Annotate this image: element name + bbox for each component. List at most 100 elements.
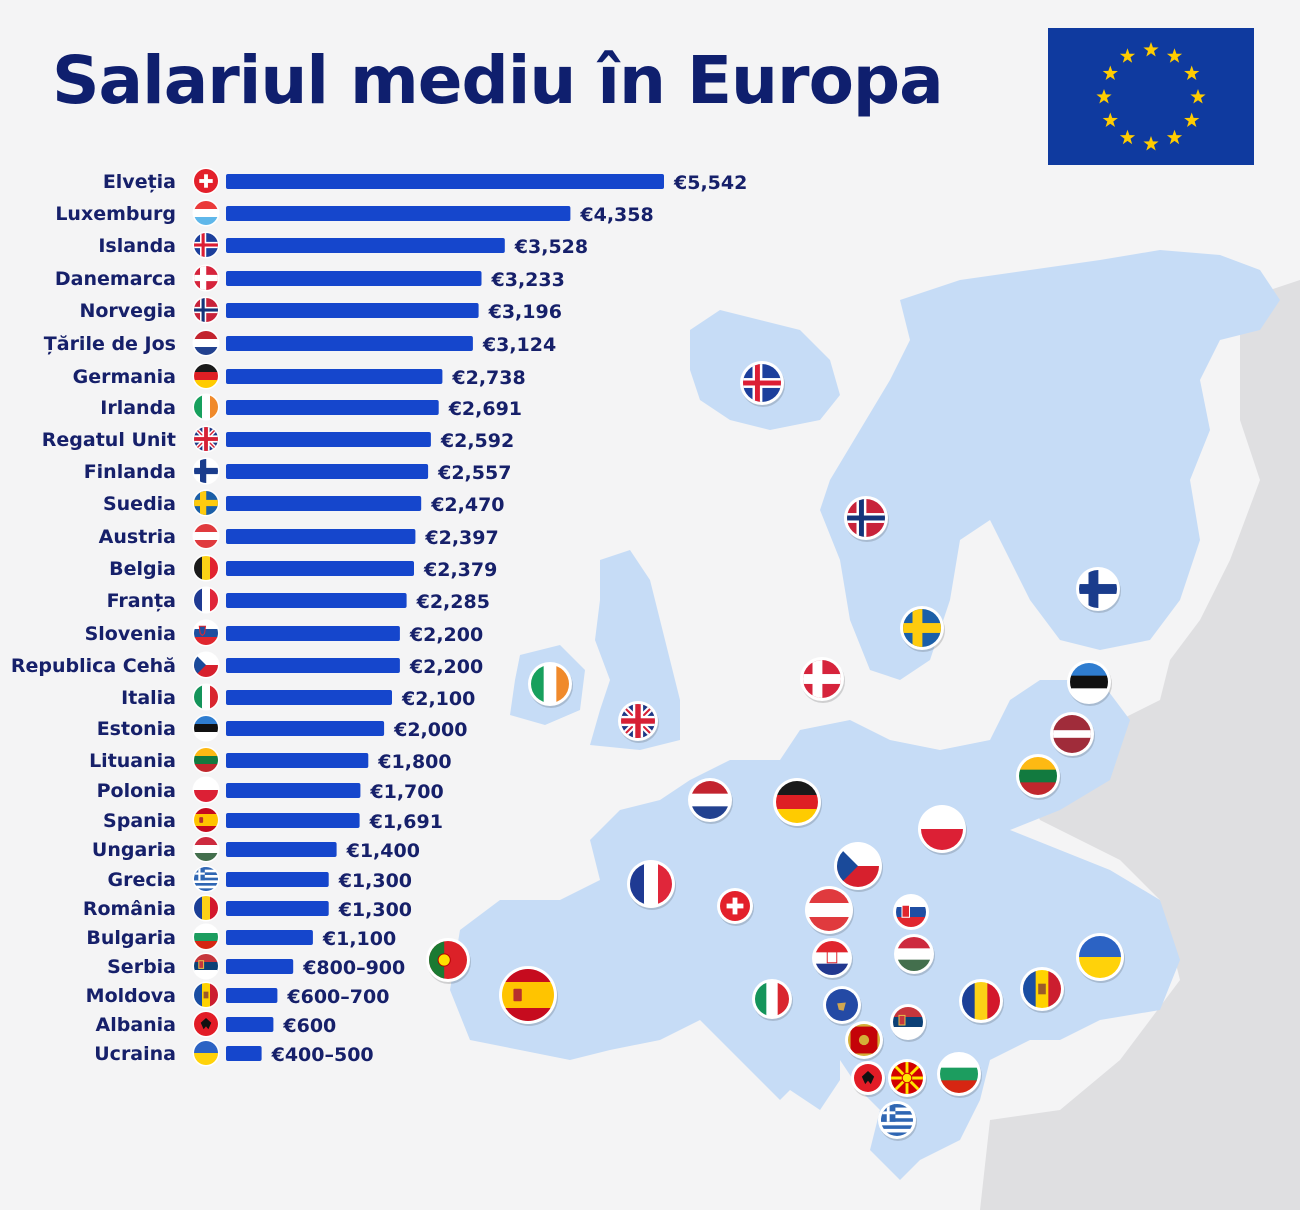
value-label: €2,379 (423, 559, 497, 581)
value-label: €2,592 (440, 430, 514, 452)
bar-row: Franța €2,285 (107, 586, 490, 614)
portugal-flag-icon (426, 938, 471, 984)
value-label: €400–500 (271, 1044, 374, 1066)
country-label: Austria (99, 526, 176, 548)
country-label: Germania (73, 366, 176, 388)
sweden-flag-icon (900, 606, 945, 652)
value-label: €2,200 (409, 624, 483, 646)
salary-bar (226, 658, 400, 673)
bar-row: Slovenia €2,200 (85, 619, 483, 647)
lithuania-flag-icon (1016, 754, 1061, 800)
salary-bar (226, 783, 361, 798)
eu-star-icon (1119, 129, 1136, 145)
value-label: €1,300 (338, 870, 412, 892)
bar-row: Republica Cehă €2,200 (11, 651, 483, 679)
ireland-flag-icon (192, 393, 220, 421)
serbia-flag-icon (890, 1004, 927, 1042)
switzerland-flag-icon (717, 888, 754, 926)
finland-flag-icon (192, 457, 220, 485)
value-label: €2,397 (424, 527, 498, 549)
eu-star-icon (1166, 48, 1183, 63)
value-label: €1,691 (369, 811, 443, 833)
country-label: Islanda (98, 235, 176, 257)
eu-star-icon (1096, 89, 1112, 104)
value-label: €2,557 (437, 462, 511, 484)
country-label: Spania (103, 810, 176, 832)
salary-bar (226, 959, 294, 974)
salary-bar (226, 174, 664, 189)
bar-row: Bulgaria €1,100 (86, 923, 396, 951)
serbia-flag-icon (192, 952, 220, 980)
france-flag-icon (627, 860, 676, 910)
bar-row: Danemarca €3,233 (55, 264, 565, 292)
greece-flag-icon (878, 1101, 917, 1141)
country-label: România (83, 898, 176, 920)
value-label: €2,000 (393, 719, 467, 741)
austria-flag-icon (805, 886, 854, 936)
eu-star-icon (1102, 112, 1118, 127)
montenegro-flag-icon (845, 1021, 884, 1061)
salary-bar (226, 464, 429, 479)
bar-row: Ungaria €1,400 (92, 835, 420, 863)
country-label: Danemarca (55, 268, 176, 290)
uk-flag-icon (618, 701, 659, 743)
salary-bar (226, 400, 439, 415)
austria-flag-icon (192, 522, 220, 550)
bar-row: Grecia €1,300 (108, 865, 412, 893)
bar-row: Spania €1,691 (103, 806, 443, 834)
country-label: Elveția (103, 171, 176, 193)
croatia-flag-icon (812, 938, 853, 980)
bar-row: Germania €2,738 (73, 362, 526, 390)
country-label: Ucraina (94, 1043, 176, 1065)
eu-star-icon (1119, 48, 1136, 63)
albania-flag-icon (192, 1010, 220, 1038)
bar-row: Albania €600 (96, 1010, 336, 1038)
value-label: €3,528 (514, 236, 588, 258)
bar-row: Ucraina €400–500 (94, 1039, 374, 1067)
netherlands-flag-icon (688, 778, 733, 824)
salary-bar (226, 813, 360, 828)
poland-flag-icon (918, 805, 967, 855)
bar-row: Suedia €2,470 (103, 489, 505, 517)
value-label: €2,285 (416, 591, 490, 613)
france-flag-icon (192, 586, 220, 614)
country-label: Irlanda (100, 397, 176, 419)
bar-row: Polonia €1,700 (97, 776, 444, 804)
norway-flag-icon (192, 296, 220, 324)
salary-bar (226, 303, 479, 318)
salary-bar (226, 930, 313, 945)
denmark-flag-icon (192, 264, 220, 292)
salary-bar (226, 1017, 274, 1032)
salary-bar (226, 690, 392, 705)
romania-flag-icon (959, 979, 1004, 1025)
czech-flag-icon (834, 842, 883, 892)
poland-flag-icon (192, 776, 220, 804)
iceland-flag-icon (192, 231, 220, 259)
value-label: €1,400 (346, 840, 420, 862)
country-label: Italia (121, 687, 176, 709)
country-label: Ungaria (92, 839, 176, 861)
country-label: Grecia (108, 869, 176, 891)
eu-star-icon (1143, 42, 1159, 57)
germany-flag-icon (773, 778, 822, 828)
country-label: Regatul Unit (42, 429, 176, 451)
country-label: Belgia (109, 558, 176, 580)
moldova-flag-icon (1020, 967, 1065, 1013)
continental-europe-land (450, 680, 1180, 1180)
country-label: Norvegia (79, 300, 176, 322)
country-label: Serbia (107, 956, 176, 978)
italy-flag-icon (192, 683, 220, 711)
sweden-flag-icon (192, 489, 220, 517)
italy-flag-icon (752, 979, 793, 1021)
value-label: €600 (282, 1015, 336, 1037)
ukraine-flag-icon (1076, 933, 1125, 983)
norway-flag-icon (844, 496, 889, 542)
switzerland-flag-icon (192, 167, 220, 195)
denmark-flag-icon (800, 657, 845, 703)
bar-row: Luxemburg €4,358 (55, 199, 654, 227)
country-label: Bulgaria (86, 927, 176, 949)
value-label: €4,358 (579, 204, 653, 226)
country-label: Finlanda (84, 461, 176, 483)
